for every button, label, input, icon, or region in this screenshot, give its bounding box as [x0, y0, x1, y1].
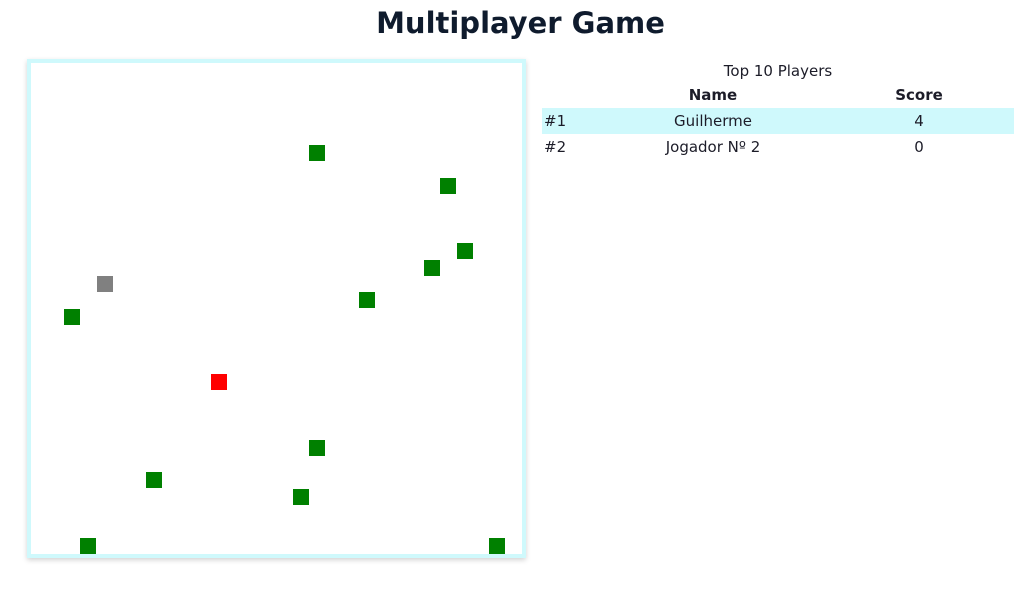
current-player: [211, 374, 228, 391]
player-score: 0: [914, 138, 924, 156]
fruit: [358, 292, 375, 309]
name-header: Name: [688, 86, 738, 104]
fruit: [423, 259, 440, 276]
fruit: [309, 439, 326, 456]
fruit: [145, 472, 162, 489]
score-table-header: Name Score: [542, 82, 1014, 108]
fruit: [456, 243, 473, 260]
rank-header: [542, 82, 602, 108]
player-rank: #1: [544, 112, 567, 130]
player-rank: #2: [544, 138, 567, 156]
table-row: #1 Guilherme 4: [542, 108, 1014, 134]
fruit: [489, 537, 506, 554]
fruit: [293, 488, 310, 505]
scoreboard: Top 10 Players Name Score #1 Guilherme 4…: [542, 60, 1014, 160]
score-table: Name Score #1 Guilherme 4 #2 Jogador Nº …: [542, 82, 1014, 160]
player-name: Guilherme: [674, 112, 752, 130]
fruit: [309, 145, 326, 162]
page-title: Multiplayer Game: [376, 6, 665, 40]
score-header: Score: [895, 86, 943, 104]
fruit: [63, 308, 80, 325]
scoreboard-caption: Top 10 Players: [723, 62, 833, 80]
player-name: Jogador Nº 2: [665, 138, 761, 156]
player-score: 4: [914, 112, 924, 130]
fruit: [440, 177, 457, 194]
fruit: [80, 537, 97, 554]
other-player: [96, 275, 113, 292]
game-board[interactable]: [27, 59, 526, 558]
table-row: #2 Jogador Nº 2 0: [542, 134, 1014, 160]
